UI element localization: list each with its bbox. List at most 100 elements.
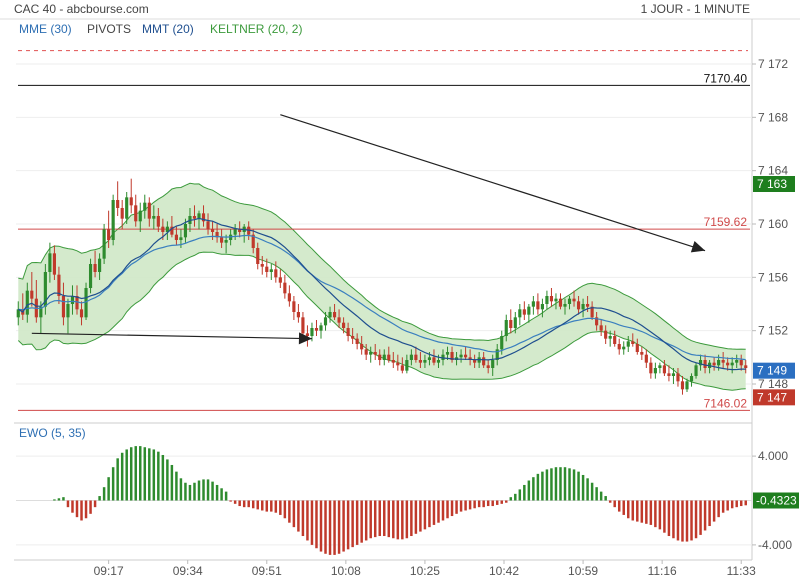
- ewo-bar: [238, 500, 241, 507]
- ewo-bar: [107, 477, 110, 501]
- candle-body: [342, 322, 346, 328]
- ewo-bar: [242, 500, 246, 508]
- ewo-bar: [514, 493, 517, 501]
- candle-body: [396, 362, 400, 366]
- ewo-bar: [617, 500, 621, 512]
- candle-body: [152, 216, 156, 219]
- ewo-bar: [364, 500, 368, 541]
- candle-body: [301, 317, 305, 334]
- legend-pivots[interactable]: PIVOTS: [87, 22, 131, 36]
- ewo-bar: [667, 500, 671, 537]
- ewo-bar: [527, 480, 531, 501]
- ewo-bar: [301, 500, 305, 537]
- candle-body: [626, 341, 630, 347]
- candle-body: [644, 354, 648, 363]
- ewo-bar: [328, 500, 332, 555]
- candle-body: [66, 304, 70, 318]
- time-tick-label: 11:16: [648, 564, 677, 578]
- candle-body: [581, 304, 585, 310]
- ewo-bar: [84, 500, 88, 519]
- ewo-bar: [256, 500, 259, 510]
- candle-body: [662, 365, 666, 374]
- candle-body: [604, 330, 608, 339]
- mmt-line: [17, 217, 746, 371]
- ewo-bar: [410, 500, 413, 537]
- ewo-bar: [423, 500, 427, 530]
- ewo-bar: [645, 500, 648, 524]
- candle-body: [676, 373, 680, 382]
- ewo-bar: [672, 500, 675, 539]
- ewo-bar: [450, 500, 454, 517]
- candle-body: [210, 229, 215, 232]
- ewo-bar: [536, 473, 540, 501]
- legend-mme[interactable]: MME (30): [19, 22, 72, 36]
- ewo-bar: [590, 482, 594, 501]
- candle-body: [351, 336, 355, 339]
- ewo-bar: [563, 467, 567, 501]
- candle-body: [563, 304, 567, 307]
- candle-body: [170, 226, 174, 235]
- candle-body: [57, 274, 61, 296]
- ewo-bar: [739, 500, 743, 507]
- candle-body: [649, 362, 653, 374]
- legend-keltner[interactable]: KELTNER (20, 2): [210, 22, 302, 36]
- candle-body: [378, 354, 382, 360]
- time-tick-label: 09:34: [173, 564, 203, 578]
- ewo-bar: [486, 500, 490, 507]
- candle-body: [296, 312, 300, 318]
- ewo-bar: [523, 484, 526, 501]
- ewo-bar: [640, 500, 644, 523]
- ewo-bar: [577, 471, 580, 501]
- ewo-bar: [586, 478, 589, 501]
- candle-body: [694, 365, 698, 376]
- ewo-bar: [459, 500, 463, 512]
- ewo-bar: [116, 458, 119, 501]
- candle-body: [405, 360, 409, 371]
- ewo-bar: [351, 500, 354, 548]
- legend-mmt[interactable]: MMT (20): [142, 22, 194, 36]
- price-tick-label: 7 164: [758, 164, 788, 178]
- ewo-bar: [288, 500, 291, 523]
- candle-body: [364, 349, 368, 355]
- ewo-bar: [157, 451, 160, 501]
- candle-body: [685, 381, 689, 390]
- ewo-bar: [111, 467, 115, 501]
- ewo-bar: [735, 500, 738, 508]
- ewo-label[interactable]: EWO (5, 35): [19, 426, 86, 440]
- ewo-bar: [251, 500, 255, 509]
- ewo-bar: [622, 500, 625, 515]
- time-tick-label: 09:17: [94, 564, 124, 578]
- ewo-bar: [125, 449, 128, 501]
- candle-body: [445, 352, 450, 355]
- candle-body: [251, 234, 255, 248]
- ewo-bar: [464, 500, 467, 511]
- price-tick-label: 7 172: [758, 57, 788, 71]
- keltner-fill: [18, 183, 746, 391]
- ewo-bar: [608, 500, 612, 503]
- price-tick-label: 7 152: [758, 324, 788, 338]
- ewo-bar: [197, 480, 201, 501]
- ewo-bar: [685, 500, 689, 542]
- ewo-bar: [541, 471, 544, 501]
- moving-averages: [17, 217, 746, 371]
- candle-body: [143, 202, 147, 211]
- candle-body: [450, 352, 454, 360]
- ewo-bar: [595, 487, 598, 501]
- price-tick-label: 7 156: [758, 270, 788, 284]
- ewo-axis: 4.000 -4.000: [752, 449, 792, 552]
- candle-body: [464, 354, 468, 358]
- candle-body: [576, 301, 581, 310]
- candle-body: [310, 328, 314, 336]
- ewo-bar: [342, 500, 345, 552]
- candle-body: [93, 264, 97, 272]
- time-tick-label: 10:59: [568, 564, 598, 578]
- candle-body: [75, 296, 79, 310]
- candle-body: [183, 224, 188, 238]
- mme-line: [18, 234, 746, 361]
- candle-body: [468, 357, 472, 360]
- ewo-bar: [102, 487, 106, 501]
- candle-body: [238, 229, 242, 232]
- candle-body: [423, 360, 427, 363]
- candle-body: [631, 341, 635, 344]
